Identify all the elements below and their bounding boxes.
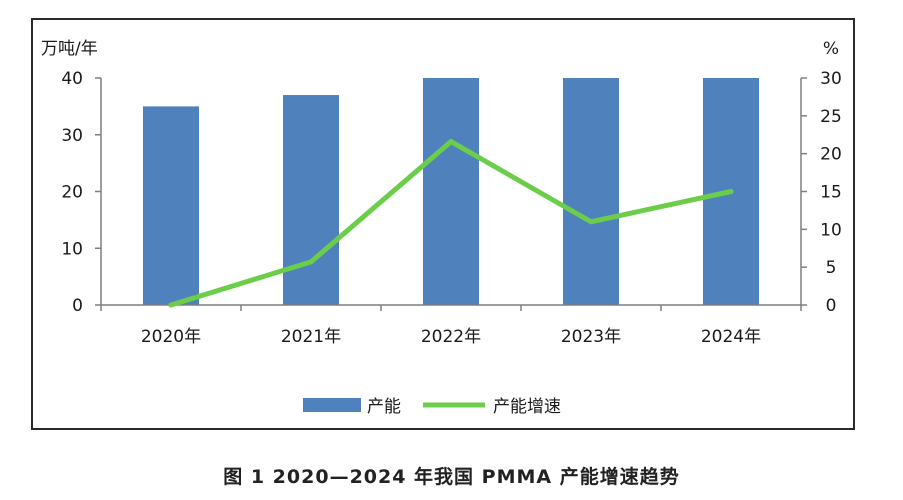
right-tick-label: 0 [826,296,837,316]
left-tick-label: 20 [61,183,83,203]
legend-swatch-capacity [303,398,361,412]
left-tick-label: 0 [72,296,83,316]
bar-capacity [283,95,339,306]
chart: 万吨/年 % 0 10 20 30 40 0 5 10 15 20 25 30 2020年 2021年… [41,39,842,417]
right-tick-label: 20 [820,145,842,165]
figure-caption: 图 1 2020—2024 年我国 PMMA 产能增速趋势 [223,466,680,488]
x-tick-label: 2020年 [141,327,201,347]
point-growth [588,219,594,225]
point-growth [728,189,734,194]
left-tick-label: 10 [61,239,83,259]
bar-capacity [423,78,479,305]
right-tick-label: 5 [826,258,837,278]
point-growth [448,139,454,145]
x-tick-label: 2021年 [281,327,341,347]
right-tick-label: 25 [820,107,842,127]
x-tick-label: 2024年 [701,327,761,347]
point-growth [308,259,314,265]
right-tick-label: 15 [820,183,842,203]
left-tick-label: 30 [61,126,83,146]
bar-capacity [563,78,619,305]
point-growth [168,302,174,308]
left-axis-unit: 万吨/年 [41,39,98,59]
legend-label-growth: 产能增速 [493,397,561,417]
left-tick-label: 40 [61,69,83,89]
bar-capacity [143,106,199,305]
right-tick-label: 10 [820,220,842,240]
chart-frame: 万吨/年 % 0 10 20 30 40 0 5 10 15 20 25 30 2020年 2021年… [31,18,855,430]
right-tick-label: 30 [820,69,842,89]
legend-label-capacity: 产能 [367,397,401,417]
right-axis-unit: % [823,39,839,59]
x-tick-label: 2023年 [561,327,621,347]
x-tick-label: 2022年 [421,327,481,347]
legend: 产能 产能增速 [303,397,561,417]
